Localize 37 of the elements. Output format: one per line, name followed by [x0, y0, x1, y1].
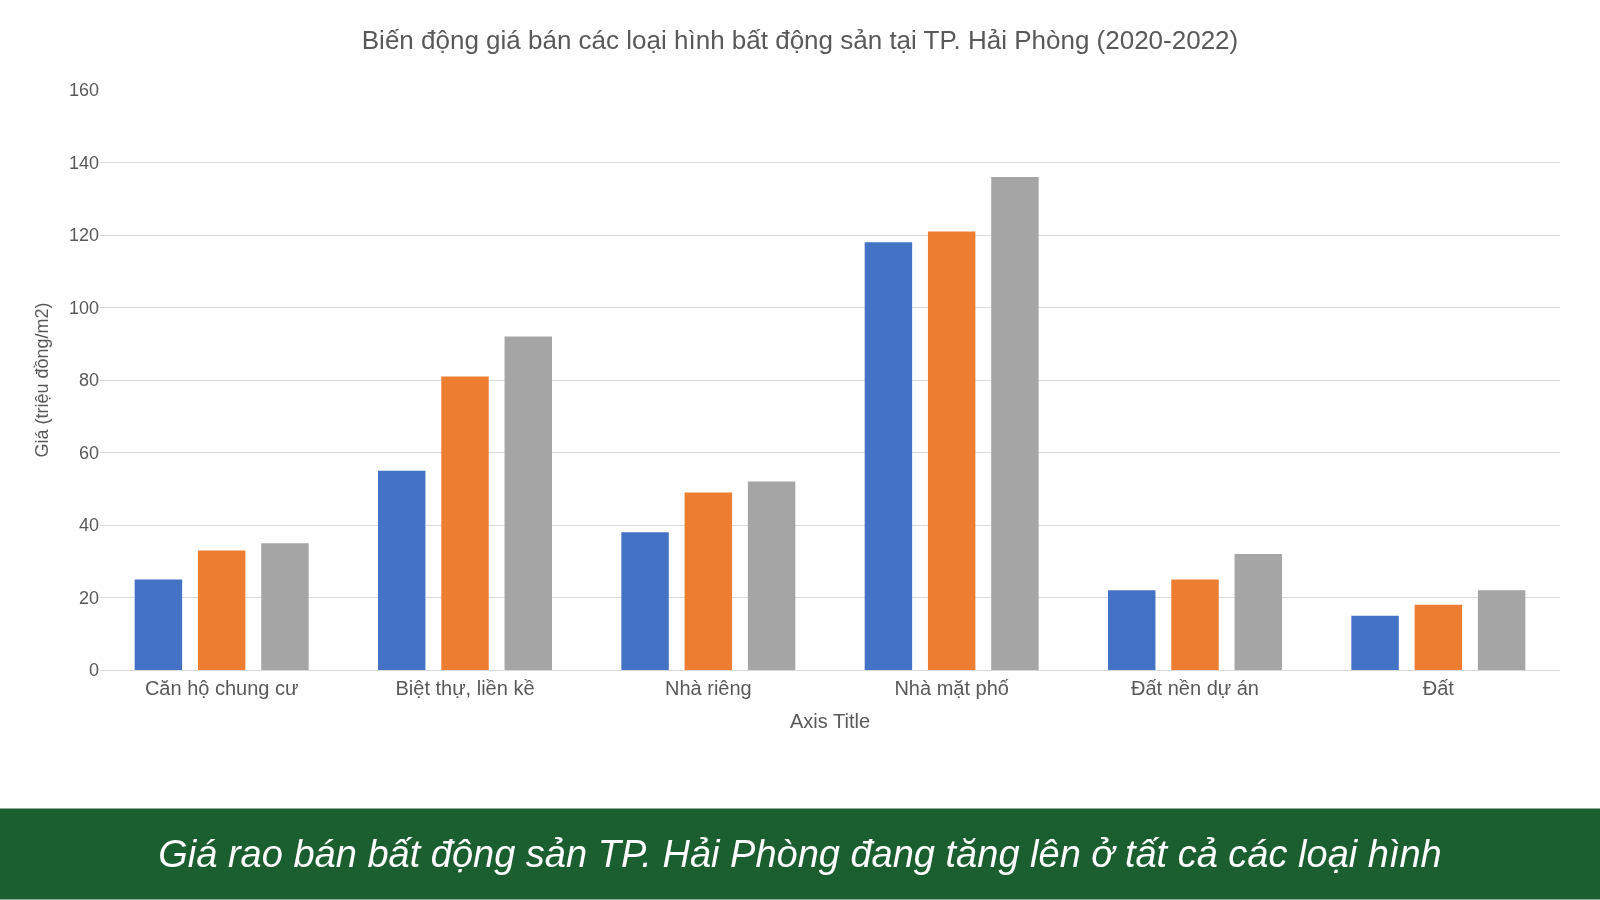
- y-tick-label: 40: [78, 515, 99, 536]
- bar: [378, 470, 426, 670]
- bar: [1234, 554, 1282, 670]
- bar: [1108, 590, 1156, 670]
- y-axis-title: Giá (triệu đồng/m2): [32, 302, 53, 458]
- y-tick-label: 80: [78, 370, 99, 391]
- x-tick-label: Biệt thự, liền kề: [395, 677, 535, 699]
- bar: [684, 492, 733, 670]
- y-tick-label: 120: [68, 225, 99, 246]
- bar: [504, 336, 552, 670]
- bar: [1414, 604, 1463, 670]
- bar: [197, 550, 246, 670]
- bar: [747, 481, 796, 670]
- text: Giá rao bán bất động sản TP. Hải Phòng đang tăng lên ở tất cả các loại hình: [158, 833, 1442, 875]
- bar: [261, 543, 309, 670]
- bar: [1171, 579, 1219, 670]
- y-tick-label: 160: [68, 80, 99, 101]
- x-tick-label: Nhà riêng: [664, 677, 752, 699]
- y-tick-label: 140: [68, 152, 99, 173]
- y-tick-label: 100: [68, 297, 99, 318]
- bar: [441, 376, 489, 670]
- bar: [927, 231, 976, 670]
- bar: [864, 242, 913, 670]
- x-axis-title: Axis Title: [789, 709, 871, 732]
- bar: [1477, 590, 1526, 670]
- bar: [1351, 615, 1399, 670]
- y-tick-label: 60: [78, 442, 99, 463]
- y-tick-label: 0: [88, 660, 99, 681]
- x-tick-label: Đất nền dự án: [1131, 677, 1259, 699]
- x-tick-label: Nhà mặt phố: [894, 677, 1009, 699]
- y-tick-label: 20: [78, 587, 99, 608]
- x-tick-label: Đất: [1422, 677, 1455, 699]
- x-tick-label: Căn hộ chung cư: [144, 677, 299, 699]
- bar: [991, 177, 1039, 670]
- bar: [621, 532, 669, 670]
- bar: [134, 579, 183, 670]
- chart-title: Biến động giá bán các loại hình bất động sản tại TP. Hải Phòng (2020-2022): [361, 25, 1239, 56]
